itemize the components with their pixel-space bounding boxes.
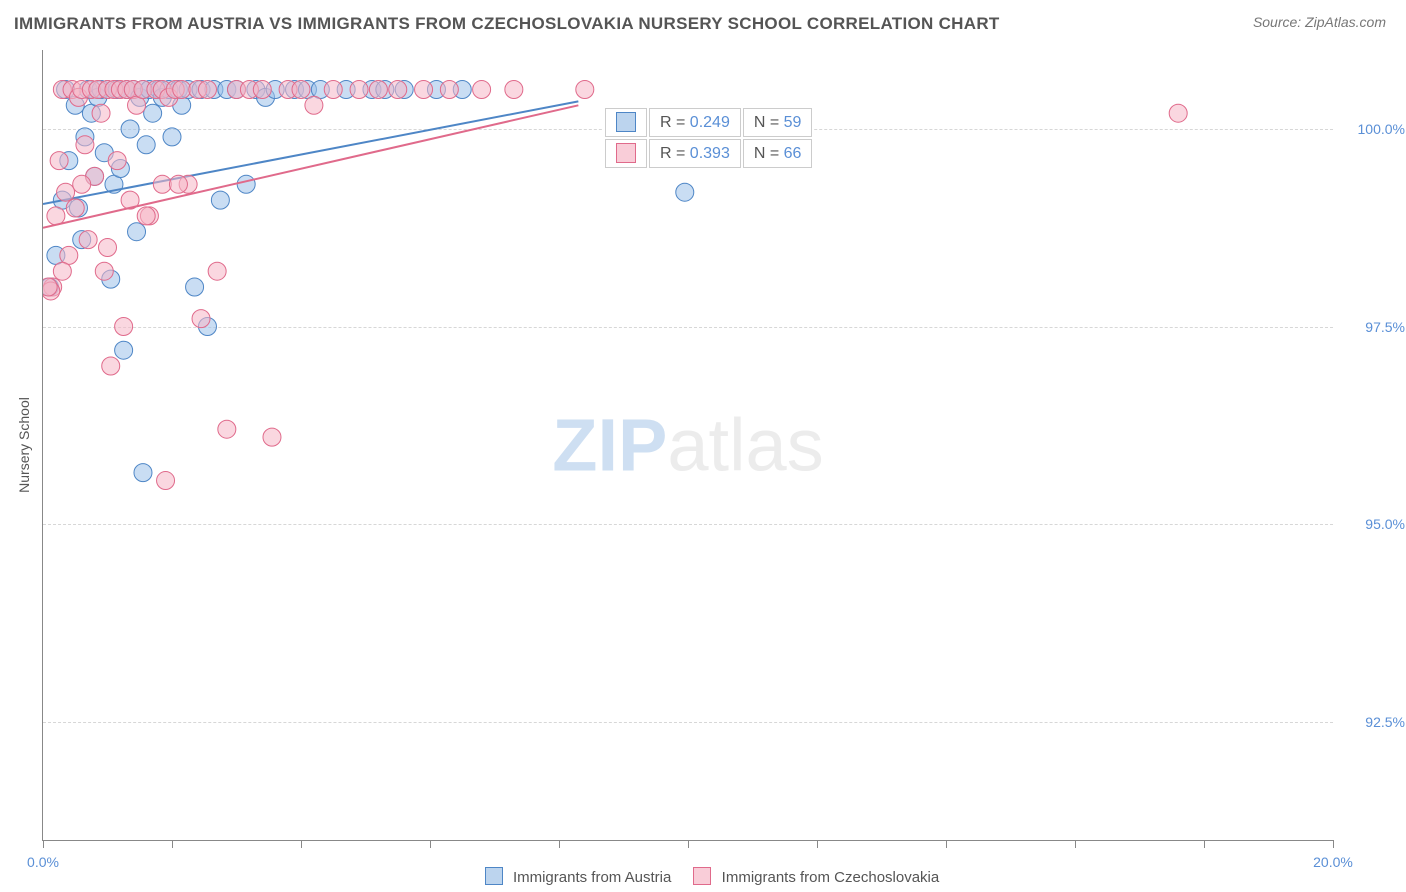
legend-label-austria: Immigrants from Austria: [513, 869, 671, 886]
legend-label-czech: Immigrants from Czechoslovakia: [722, 869, 940, 886]
stats-row: R = 0.393N = 66: [605, 139, 812, 168]
correlation-stats-box: R = 0.249N = 59R = 0.393N = 66: [603, 106, 814, 170]
y-tick-label: 95.0%: [1365, 516, 1405, 532]
y-axis-label: Nursery School: [16, 397, 32, 493]
plot-area: ZIPatlas 92.5%95.0%97.5%100.0% 0.0%20.0%…: [42, 50, 1333, 841]
y-tick-label: 97.5%: [1365, 319, 1405, 335]
stats-row: R = 0.249N = 59: [605, 108, 812, 137]
legend-bottom: Immigrants from Austria Immigrants from …: [0, 867, 1406, 886]
y-tick-label: 100.0%: [1358, 121, 1405, 137]
legend-swatch-austria: [485, 867, 503, 885]
legend-swatch-czech: [693, 867, 711, 885]
y-tick-label: 92.5%: [1365, 714, 1405, 730]
source-attribution: Source: ZipAtlas.com: [1253, 14, 1386, 30]
chart-title: IMMIGRANTS FROM AUSTRIA VS IMMIGRANTS FR…: [14, 14, 1000, 34]
